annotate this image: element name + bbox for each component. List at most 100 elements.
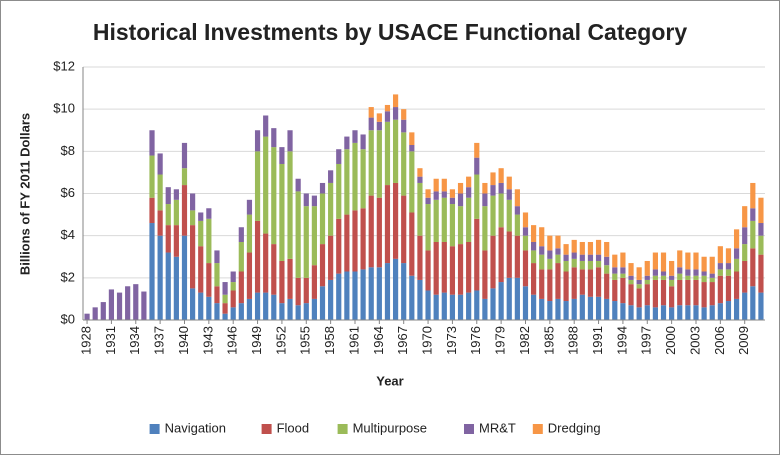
bar-segment bbox=[441, 191, 447, 198]
bar-segment bbox=[173, 199, 179, 226]
bar-segment bbox=[311, 195, 317, 207]
y-tick-label: $0 bbox=[61, 311, 75, 326]
bar-segment bbox=[579, 254, 585, 261]
bar-segment bbox=[498, 182, 504, 194]
bar-segment bbox=[287, 258, 293, 299]
bar-segment bbox=[425, 189, 431, 198]
bar-segment bbox=[116, 292, 123, 320]
bar-segment bbox=[149, 155, 155, 198]
x-tick-label: 1958 bbox=[322, 326, 337, 355]
bar-segment bbox=[506, 189, 512, 200]
bar-segment bbox=[319, 286, 326, 320]
bar-segment bbox=[677, 250, 683, 268]
x-tick-label: 2009 bbox=[736, 326, 751, 355]
bar-segment bbox=[466, 197, 472, 242]
bar-segment bbox=[709, 282, 715, 306]
bar-segment bbox=[181, 142, 188, 169]
bar-segment bbox=[709, 256, 715, 274]
bar-segment bbox=[319, 244, 326, 287]
bar-segment bbox=[750, 220, 756, 249]
bar-segment bbox=[490, 172, 496, 186]
bar-segment bbox=[360, 208, 366, 270]
bar-segment bbox=[165, 225, 171, 253]
bar-segment bbox=[733, 298, 740, 320]
bar-segment bbox=[392, 107, 399, 120]
x-tick-label: 1994 bbox=[614, 326, 629, 355]
bar-segment bbox=[376, 130, 382, 198]
bar-segment bbox=[230, 271, 236, 283]
bar-segment bbox=[547, 235, 553, 251]
bar-segment bbox=[514, 235, 520, 278]
bar-segment bbox=[685, 279, 691, 306]
bar-segment bbox=[449, 204, 456, 247]
bar-segment bbox=[604, 256, 610, 266]
bar-segment bbox=[587, 241, 594, 255]
bar-segment bbox=[677, 267, 683, 274]
bar-segment bbox=[474, 290, 480, 320]
bar-segment bbox=[685, 252, 691, 270]
bar-segment bbox=[376, 267, 382, 320]
legend-swatch bbox=[337, 424, 348, 434]
bar-segment bbox=[587, 254, 594, 261]
bar-segment bbox=[693, 279, 699, 306]
x-tick-label: 1955 bbox=[298, 326, 313, 355]
bar-segment bbox=[214, 303, 220, 320]
y-axis-title: Billions of FY 2011 Dollars bbox=[17, 113, 32, 275]
bar-segment bbox=[157, 235, 163, 320]
bar-segment bbox=[498, 168, 504, 183]
bar-segment bbox=[506, 277, 512, 320]
bar-segment bbox=[750, 248, 756, 287]
bar-segment bbox=[644, 284, 650, 306]
bar-segment bbox=[571, 252, 577, 259]
bar-segment bbox=[449, 197, 456, 205]
bar-segment bbox=[709, 277, 715, 283]
bar-segment bbox=[522, 286, 529, 320]
bar-segment bbox=[539, 269, 545, 299]
bar-segment bbox=[246, 298, 253, 320]
bar-segment bbox=[181, 168, 188, 186]
bar-segment bbox=[742, 260, 748, 293]
bar-segment bbox=[669, 275, 675, 280]
bar-segment bbox=[636, 307, 642, 320]
bar-segment bbox=[181, 235, 188, 320]
bar-segment bbox=[490, 288, 496, 320]
bar-segment bbox=[254, 130, 261, 152]
bar-segment bbox=[531, 225, 537, 242]
bar-segment bbox=[173, 225, 179, 257]
bar-segment bbox=[482, 182, 488, 194]
bar-segment bbox=[336, 273, 342, 320]
bar-segment bbox=[750, 182, 756, 209]
bar-segment bbox=[660, 271, 667, 276]
x-tick-label: 1937 bbox=[152, 326, 167, 355]
bar-segment bbox=[660, 279, 667, 306]
bar-segment bbox=[246, 214, 253, 253]
bar-segment bbox=[254, 292, 261, 320]
x-tick-label: 1943 bbox=[200, 326, 215, 355]
bar-segment bbox=[149, 197, 155, 224]
bar-segment bbox=[620, 267, 626, 274]
bar-segment bbox=[474, 157, 480, 175]
bar-segment bbox=[457, 193, 464, 207]
bar-segment bbox=[222, 313, 228, 320]
bar-segment bbox=[165, 204, 171, 226]
bar-segment bbox=[733, 271, 740, 299]
bar-segment bbox=[246, 252, 253, 299]
bar-segment bbox=[701, 256, 707, 272]
bar-segment bbox=[579, 241, 585, 255]
bar-segment bbox=[433, 199, 439, 242]
bar-segment bbox=[547, 258, 553, 270]
bar-segment bbox=[547, 301, 553, 320]
x-tick-label: 1928 bbox=[78, 326, 93, 355]
bar-segment bbox=[401, 132, 407, 196]
bar-segment bbox=[344, 271, 350, 320]
bar-segment bbox=[547, 269, 553, 302]
legend-swatch bbox=[149, 424, 160, 434]
bar-segment bbox=[84, 313, 90, 320]
bar-segment bbox=[482, 206, 488, 251]
bar-segment bbox=[238, 227, 244, 242]
bar-segment bbox=[595, 296, 602, 320]
bar-segment bbox=[539, 227, 545, 247]
bar-segment bbox=[401, 263, 407, 320]
bar-segment bbox=[206, 218, 212, 264]
bar-segment bbox=[271, 147, 277, 245]
